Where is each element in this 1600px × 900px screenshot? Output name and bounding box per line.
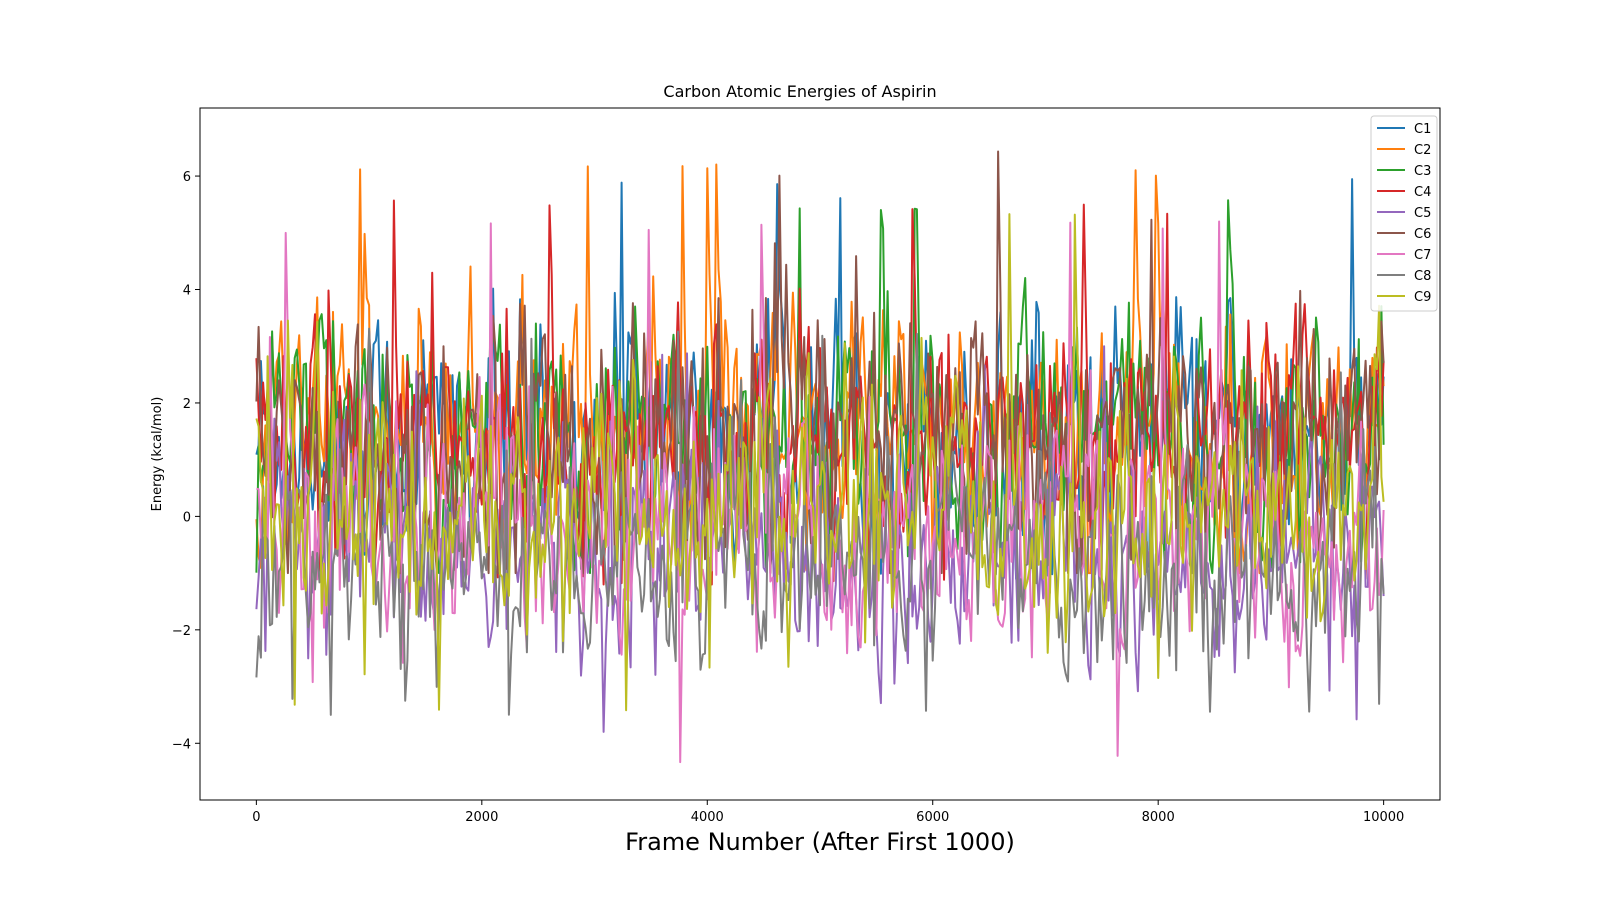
- y-tick-label: −4: [172, 737, 191, 752]
- x-axis: 0 2000 4000 6000 8000 10000: [252, 800, 1404, 825]
- y-axis: −4 −2 0 2 4 6: [172, 170, 200, 752]
- chart-title: Carbon Atomic Energies of Aspirin: [663, 82, 936, 101]
- legend-label-c9: C9: [1414, 290, 1431, 305]
- x-tick-label: 8000: [1142, 810, 1175, 825]
- y-axis-label: Energy (kcal/mol): [150, 397, 165, 512]
- y-tick-label: −2: [172, 624, 191, 639]
- legend-box: [1370, 115, 1438, 312]
- legend-label-c2: C2: [1414, 143, 1431, 158]
- series-line-c6: [255, 150, 1385, 575]
- y-tick-label: 6: [183, 170, 191, 185]
- series-line-c8: [255, 327, 1385, 716]
- plot-frame: [199, 107, 1441, 801]
- legend-label-c5: C5: [1414, 206, 1431, 221]
- legend-label-c1: C1: [1414, 122, 1431, 137]
- legend-label-c8: C8: [1414, 269, 1431, 284]
- x-axis-label: Frame Number (After First 1000): [625, 828, 1015, 856]
- series-line-c9: [255, 213, 1385, 712]
- legend-label-c7: C7: [1414, 248, 1431, 263]
- legend: C1 C2 C3 C4 C5 C6 C7 C8 C9: [1370, 115, 1438, 312]
- series-layer: [255, 150, 1385, 764]
- x-tick-label: 0: [252, 810, 260, 825]
- x-tick-label: 2000: [465, 810, 498, 825]
- x-tick-label: 6000: [916, 810, 949, 825]
- y-tick-label: 4: [183, 284, 191, 299]
- legend-label-c4: C4: [1414, 185, 1431, 200]
- y-tick-label: 2: [183, 397, 191, 412]
- legend-label-c6: C6: [1414, 227, 1431, 242]
- y-tick-label: 0: [183, 510, 191, 525]
- x-tick-label: 4000: [691, 810, 724, 825]
- x-tick-label: 10000: [1363, 810, 1404, 825]
- legend-label-c3: C3: [1414, 164, 1431, 179]
